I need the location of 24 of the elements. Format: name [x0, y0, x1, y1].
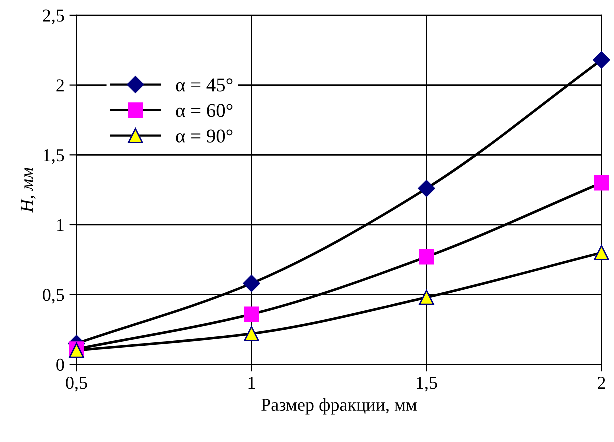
y-tick-label: 1,5 [44, 149, 64, 164]
point [594, 245, 610, 261]
point [244, 306, 260, 322]
x-axis-title: Размер фракции, мм [262, 398, 417, 415]
y-tick-label: 2,5 [43, 10, 64, 25]
point [419, 290, 434, 306]
point [593, 52, 610, 69]
y-tick-label: 0 [56, 358, 64, 372]
x-tick-label: 1,5 [417, 377, 438, 392]
x-tick-label: 0,5 [66, 376, 88, 392]
legend-label: α = 60° [176, 104, 233, 118]
point [244, 326, 260, 342]
y-tick-label: 0,5 [43, 289, 64, 304]
point [243, 275, 260, 292]
legend-label: α = 45° [176, 78, 233, 92]
point [418, 180, 436, 198]
x-tick-label: 2 [598, 377, 606, 389]
y-axis-title: H, мм [21, 168, 36, 213]
legend-label: α = 90° [176, 130, 233, 143]
y-tick-label: 2 [56, 80, 64, 92]
point [594, 175, 610, 191]
point [419, 249, 434, 265]
y-tick-label: 1 [58, 219, 64, 232]
x-tick-label: 1 [248, 377, 256, 389]
